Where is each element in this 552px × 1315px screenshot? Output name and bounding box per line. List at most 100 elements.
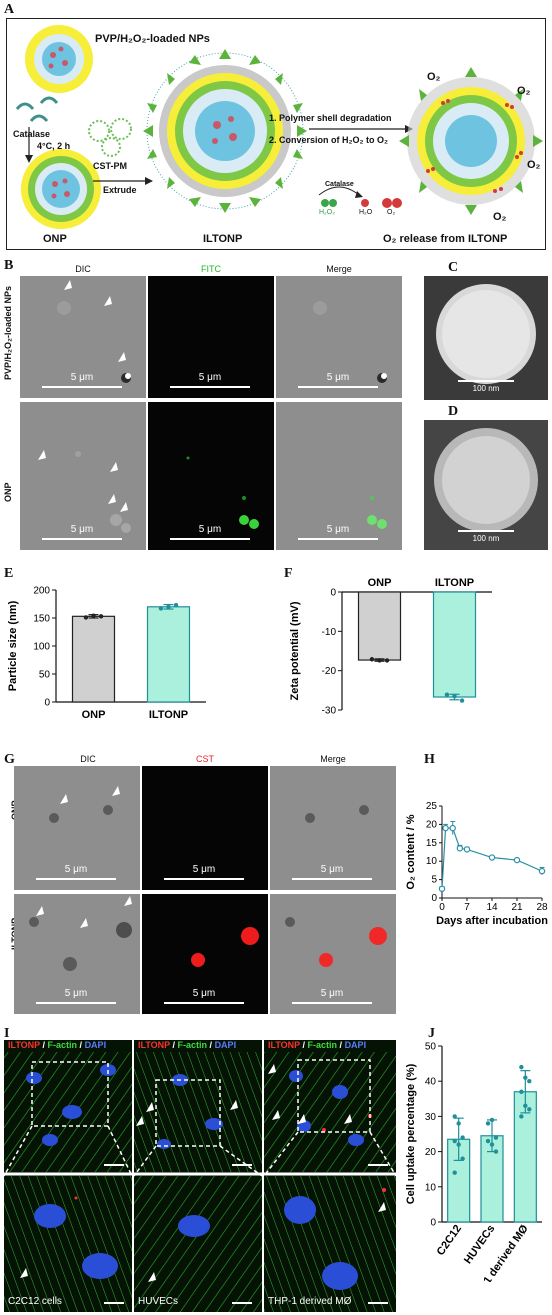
data-point: [91, 613, 96, 618]
legend-sep: /: [170, 1040, 178, 1050]
scale-label: 5 μm: [64, 988, 88, 999]
x-tick-label: 21: [511, 902, 523, 913]
panel-b-row1-label: PVP/H₂O₂-loaded NPs: [3, 285, 13, 380]
iltonp-cst-image: 5 μm: [142, 894, 268, 1014]
data-point: [459, 698, 465, 703]
data-point: [519, 1114, 524, 1119]
o2-label-1: O₂: [427, 71, 441, 83]
reaction-scheme: [318, 186, 402, 208]
panel-g-col-merge: Merge: [320, 754, 346, 764]
data-point: [173, 602, 179, 608]
iltonp-merge-image-g: 5 μm: [270, 894, 396, 1014]
data-point: [456, 1142, 461, 1147]
y-tick-label: 100: [33, 642, 50, 653]
panel-g-arrows: [36, 786, 132, 928]
x-category-label: ONP: [82, 709, 106, 721]
o2-label-3: O₂: [527, 159, 541, 171]
onp-fitc-image: 5 μm: [148, 402, 274, 550]
onp-merge-image: 5 μm: [276, 402, 402, 550]
step2-label: 2. Conversion of H₂O₂ to O₂: [269, 135, 389, 145]
y-axis-label: Particle size (nm): [7, 600, 19, 691]
y-tick-label: 20: [425, 1147, 437, 1158]
data-point: [489, 1117, 495, 1123]
data-point: [485, 1121, 491, 1126]
x-category-label: C2C12: [435, 1223, 464, 1258]
x-category-label: HUVECs: [462, 1223, 497, 1266]
onp-nanoparticle-icon: [21, 149, 101, 229]
data-point: [98, 614, 104, 619]
scale-label: 5 μm: [320, 988, 344, 999]
y-tick-label: 5: [431, 875, 437, 886]
y-tick-label: -10: [322, 627, 337, 638]
y-tick-label: -20: [322, 666, 337, 677]
cell-label-thp1: THP-1 derived MØ: [268, 1296, 352, 1307]
scale-label: 5 μm: [70, 524, 94, 535]
legend-sep: /: [77, 1040, 85, 1050]
data-point: [158, 606, 164, 611]
cst-pm-vesicle-icon: [88, 118, 132, 157]
data-point: [493, 1149, 499, 1154]
legend-dapi: DAPI: [344, 1040, 367, 1050]
bar-onp: [71, 615, 116, 703]
legend-factin: F-actin: [177, 1040, 208, 1050]
legend-iltonp: ILTONP: [138, 1040, 171, 1050]
bar-iltonp: [432, 591, 477, 698]
scale-label: 5 μm: [70, 372, 94, 383]
data-point: [444, 692, 450, 697]
o2-label-4: O₂: [493, 211, 507, 223]
legend-col2: ILTONP / F-actin / DAPI: [138, 1040, 236, 1050]
legend-sep: /: [300, 1040, 308, 1050]
x-tick-label: 14: [486, 902, 498, 913]
y-tick-label: 40: [425, 1077, 437, 1088]
x-category-label: ILTONP: [149, 709, 188, 721]
bar-onp: [357, 591, 402, 661]
o2-release-label: O₂ release from ILTONP: [383, 233, 508, 245]
legend-sep: /: [207, 1040, 215, 1050]
legend-factin: F-actin: [47, 1040, 78, 1050]
x-category-label: ONP: [368, 577, 392, 589]
panel-letter-d: D: [448, 404, 459, 419]
panel-letter-h: H: [424, 752, 435, 767]
data-point: [369, 657, 375, 662]
y-tick-label: 0: [330, 588, 336, 599]
scale-label: 5 μm: [64, 864, 88, 875]
reaction-catalase-label: Catalase: [325, 181, 354, 188]
schematic-drawing: [15, 25, 543, 229]
data-point: [452, 1138, 457, 1144]
confocal-panel-i: ILTONP / F-actin / DAPI ILTONP / F-actin…: [3, 1040, 397, 1312]
data-point: [452, 1114, 457, 1119]
y-tick-label: 15: [426, 838, 438, 849]
step1-label: 1. Polymer shell degradation: [269, 113, 392, 123]
y-tick-label: 50: [425, 1042, 437, 1053]
y-tick-label: 10: [426, 856, 438, 867]
scale-label: 5 μm: [192, 864, 216, 875]
panel-g-col-dic: DIC: [80, 754, 96, 764]
data-point: [456, 845, 464, 852]
chart-e: 0 50 100 150 200 ONP ILTONP Particle size (nm): [7, 586, 206, 721]
scale-label: 5 μm: [326, 524, 350, 535]
pvp-fitc-image: 5 μm: [148, 276, 274, 398]
confocal-drawing: [3, 1040, 397, 1312]
legend-col1: ILTONP / F-actin / DAPI: [8, 1040, 106, 1050]
data-point: [452, 694, 457, 699]
scale-label: 5 μm: [192, 988, 216, 999]
data-point: [460, 1156, 465, 1161]
onp-merge-image-g: 5 μm: [270, 766, 396, 890]
cell-label-huvecs: HUVECs: [138, 1296, 179, 1307]
reaction-h2o-label: H₂O: [359, 209, 373, 216]
panel-letter-i: I: [4, 1026, 10, 1041]
reaction-o2-label: O₂: [387, 209, 396, 216]
x-tick-label: 28: [536, 902, 548, 913]
data-point: [452, 1170, 457, 1175]
panel-letter-b: B: [4, 258, 14, 273]
data-point: [449, 824, 456, 832]
y-tick-label: 200: [33, 586, 50, 597]
panel-b-col-dic: DIC: [75, 264, 91, 274]
scale-label: 5 μm: [198, 524, 222, 535]
y-tick-label: 20: [426, 819, 438, 830]
data-point: [438, 885, 446, 893]
pvp-dic-image: 5 μm: [20, 276, 146, 398]
catalase-label: Catalase: [13, 129, 51, 139]
legend-dapi: DAPI: [84, 1040, 107, 1050]
data-point: [460, 1135, 465, 1140]
